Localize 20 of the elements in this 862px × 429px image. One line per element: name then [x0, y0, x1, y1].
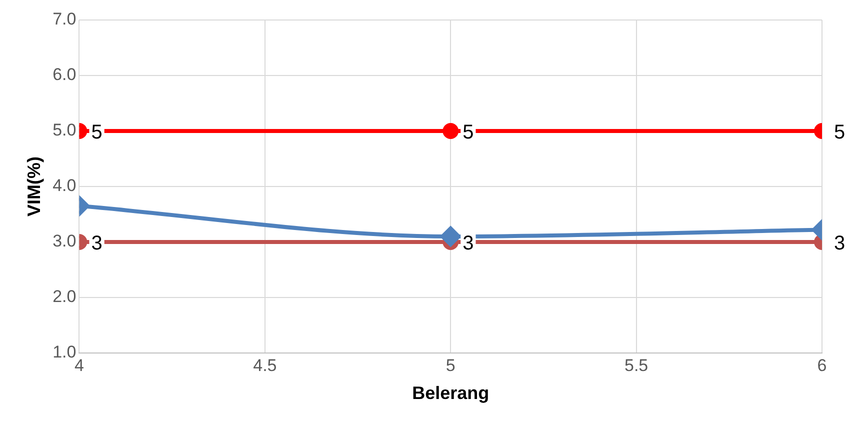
data-label: 5 — [91, 122, 102, 144]
y-tick-label: 2.0 — [52, 287, 76, 306]
x-tick-label: 4 — [74, 356, 84, 375]
y-tick-label: 5.0 — [52, 120, 76, 140]
y-tick-label: 4.0 — [52, 176, 76, 196]
data-label: 3 — [462, 232, 474, 255]
data-label: 5 — [834, 122, 846, 144]
x-tick-label: 6 — [817, 356, 827, 375]
x-axis-title: Belerang — [412, 383, 490, 404]
y-tick-label: 6.0 — [52, 65, 76, 84]
y-tick-label: 3.0 — [52, 232, 76, 251]
data-label: 5 — [462, 122, 474, 144]
x-tick-label: 4.5 — [253, 356, 277, 375]
y-axis-title: VIM(%) — [24, 156, 44, 216]
y-tick-label: 1.0 — [52, 342, 76, 362]
x-tick-label: 5.5 — [624, 356, 648, 375]
x-tick-label: 5 — [446, 356, 456, 375]
data-label: 3 — [834, 232, 846, 255]
data-label: 3 — [91, 232, 102, 255]
y-tick-label: 7.0 — [52, 10, 76, 29]
